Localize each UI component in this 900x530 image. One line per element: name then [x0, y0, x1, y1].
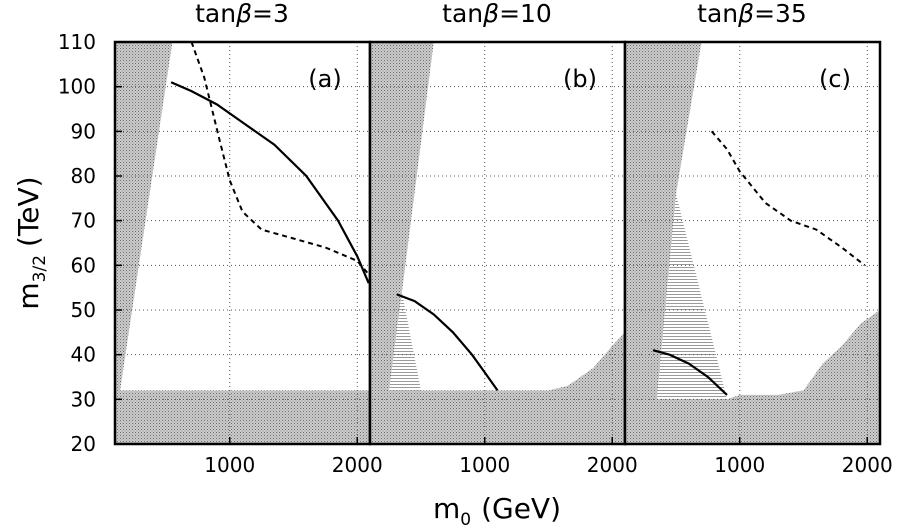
y-tick-label-60: 60 — [71, 253, 96, 277]
panel-b-allowed-band-area — [389, 292, 421, 391]
panel-b-label: (b) — [563, 65, 597, 93]
panel-b-x-tick-label-2000: 2000 — [587, 453, 638, 477]
panel-c-label: (c) — [819, 65, 851, 93]
panel-b-title: tanβ=10 — [442, 0, 552, 28]
y-axis-ticks: 20 30 40 50 60 70 80 90 100 110 — [58, 30, 122, 456]
panel-c-allowed-band-area — [656, 193, 727, 400]
y-tick-label-70: 70 — [71, 209, 96, 233]
y-tick-label-90: 90 — [71, 119, 96, 143]
panel-a-excluded-area-0 — [115, 42, 370, 444]
panel-c-allowed-band — [656, 193, 727, 400]
panel-a-x-tick-label-2000: 2000 — [332, 453, 383, 477]
panel-c-dashed-curve — [710, 130, 866, 267]
panel-a-x-ticks: 1000 2000 — [204, 437, 383, 477]
y-tick-label-20: 20 — [71, 432, 96, 456]
panel-c-frame — [623, 40, 882, 446]
panel-a-grid — [115, 42, 370, 444]
panel-a: tanβ=3 (a) 1000 2000 — [113, 0, 383, 477]
panel-c-grid — [625, 42, 880, 444]
panel-a-x-tick-label-1000: 1000 — [204, 453, 255, 477]
panel-c-x-tick-label-1000: 1000 — [714, 453, 765, 477]
panel-c-title: tanβ=35 — [697, 0, 807, 28]
y-axis-label: m3/2(TeV) — [12, 176, 50, 309]
panel-b-solid-curve — [396, 293, 499, 392]
panel-b-allowed-band — [389, 292, 421, 391]
panel-b-grid — [370, 42, 625, 444]
y-tick-label-50: 50 — [71, 298, 96, 322]
panel-b-series — [396, 293, 499, 392]
panel-c-series — [652, 130, 866, 396]
panel-c-x-ticks: 1000 2000 — [714, 437, 893, 477]
panel-b-excluded-area-0 — [370, 42, 625, 444]
panel-c-excluded-region — [625, 42, 880, 444]
panel-c-excluded-area-0 — [625, 42, 880, 444]
panel-c-solid-curve — [652, 349, 728, 396]
panel-b-x-ticks: 1000 2000 — [459, 437, 638, 477]
panel-c: tanβ=35 (c) 1000 2000 — [623, 0, 893, 477]
y-tick-label-80: 80 — [71, 164, 96, 188]
panel-a-dashed-curve — [190, 41, 370, 275]
panel-b-x-tick-label-1000: 1000 — [459, 453, 510, 477]
panel-b-excluded-region — [370, 42, 625, 444]
panel-a-solid-curve — [170, 81, 370, 284]
panel-c-x-tick-label-2000: 2000 — [842, 453, 893, 477]
panel-a-series — [170, 41, 370, 284]
x-axis-label: m0 (GeV) — [433, 492, 561, 530]
y-tick-label-110: 110 — [58, 30, 96, 54]
panel-a-excluded-region — [115, 42, 370, 444]
y-tick-label-100: 100 — [58, 75, 96, 99]
panel-a-label: (a) — [308, 65, 341, 93]
panel-a-title: tanβ=3 — [195, 0, 289, 28]
y-tick-label-40: 40 — [71, 343, 96, 367]
y-tick-label-30: 30 — [71, 387, 96, 411]
panel-b: tanβ=10 (b) 1000 2000 — [368, 0, 638, 477]
